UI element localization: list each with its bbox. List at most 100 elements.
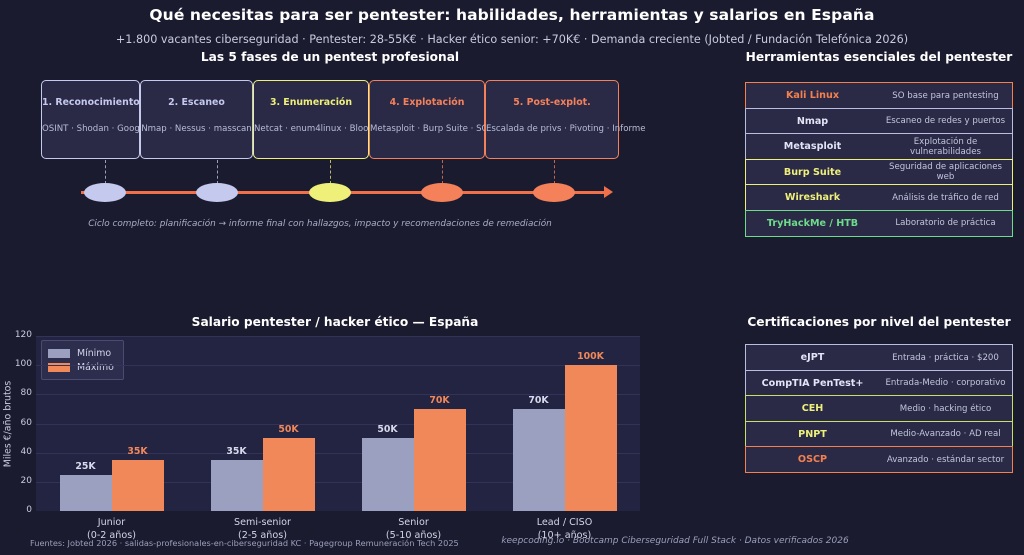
phase-name: 3. Enumeración <box>269 97 353 108</box>
cert-name: CompTIA PenTest+ <box>761 377 864 389</box>
bar-mínimo-2[interactable] <box>210 459 263 511</box>
table-row[interactable]: TryHackMe / HTB Laboratorio de práctica <box>745 209 1013 237</box>
timeline-marker-1[interactable] <box>84 183 126 202</box>
y-axis-tick: 40 <box>20 446 32 457</box>
phase-box-2[interactable]: 2. Escaneo Nmap · Nessus · masscan <box>140 80 253 159</box>
tools-table: Kali Linux SO base para pentesting Nmap Esc… <box>745 82 1013 237</box>
cert-name: eJPT <box>800 352 825 363</box>
phase-name: 2. Escaneo <box>168 97 225 108</box>
table-row[interactable]: CEH Medio · hacking ético <box>745 395 1013 422</box>
table-row[interactable]: Kali Linux SO base para pentesting <box>745 82 1013 109</box>
cert-description: Entrada · práctica · $200 <box>892 352 999 363</box>
table-row[interactable]: Wireshark Análisis de tráfico de red <box>745 184 1013 211</box>
cert-description: Medio · hacking ético <box>899 403 992 414</box>
legend-swatch <box>48 362 70 372</box>
table-row[interactable]: eJPT Entrada · práctica · $200 <box>745 344 1013 371</box>
timeline-tick <box>105 160 106 184</box>
y-axis-tick: 100 <box>14 359 32 370</box>
table-row[interactable]: OSCP Avanzado · estándar sector <box>745 446 1013 473</box>
bar-value-label: 70K <box>528 394 549 406</box>
cert-name: CEH <box>801 403 824 414</box>
page-title: Qué necesitas para ser pentester: habili… <box>149 6 875 24</box>
bar-value-label: 100K <box>577 351 604 363</box>
x-axis-tick-line: (5-10 años) <box>385 530 442 541</box>
tool-name: TryHackMe / HTB <box>766 217 859 229</box>
pentest-phases: 1. Reconocimiento OSINT · Shodan · Google… <box>41 80 646 159</box>
gridline <box>36 394 640 396</box>
cert-description: Medio-Avanzado · AD real <box>890 429 1001 439</box>
phase-box-4[interactable]: 4. Explotación Metasploit · Burp Suite · … <box>369 80 513 159</box>
x-axis-tick-line: (2-5 años) <box>237 530 288 541</box>
tool-description: Seguridad de aplicaciones web <box>888 162 1002 182</box>
gridline <box>36 365 640 367</box>
x-axis-tick-line: (0-2 años) <box>86 530 137 541</box>
bar-mínimo-3[interactable] <box>361 438 414 511</box>
timeline-marker-3[interactable] <box>309 183 351 202</box>
phase-description: Nmap · Nessus · masscan <box>141 124 252 134</box>
cert-name: PNPT <box>798 428 827 440</box>
table-row[interactable]: CompTIA PenTest+ Entrada-Medio · corporat… <box>745 369 1013 397</box>
timeline-arrow-icon <box>604 186 613 198</box>
phase-box-1[interactable]: 1. Reconocimiento OSINT · Shodan · Google… <box>41 80 202 159</box>
certs-heading: Certificaciones por nivel del pentester <box>747 315 1011 329</box>
y-axis-tick: 80 <box>20 388 32 399</box>
phase-box-3[interactable]: 3. Enumeración Netcat · enum4linux · Bloo… <box>253 80 402 159</box>
timeline-tick <box>442 160 443 184</box>
phase-description: OSINT · Shodan · Google Dorks · DNS <box>42 124 202 134</box>
bar-máximo-1[interactable] <box>111 459 164 511</box>
bar-máximo-2[interactable] <box>262 438 315 511</box>
gridline <box>36 336 640 337</box>
cert-name: OSCP <box>797 454 828 465</box>
tool-description: Explotación de vulnerabilidades <box>909 136 981 157</box>
certs-table: eJPT Entrada · práctica · $200 CompTIA Pen… <box>745 344 1013 473</box>
bar-value-label: 50K <box>278 424 299 436</box>
timeline-tick <box>554 160 555 184</box>
tool-name: Metasploit <box>783 141 842 152</box>
timeline-marker-2[interactable] <box>196 183 238 202</box>
bar-value-label: 50K <box>377 424 398 436</box>
x-axis-tick-line: Lead / CISO <box>536 517 593 528</box>
chart-title: Salario pentester / hacker ético — Españ… <box>191 315 479 329</box>
phase-box-5[interactable]: 5. Post-explot. Escalada de privs · Pivot… <box>485 80 646 159</box>
gridline <box>36 423 640 425</box>
bar-máximo-3[interactable] <box>413 408 466 511</box>
x-axis-tick-line: Semi-senior <box>234 517 291 528</box>
bar-value-label: 35K <box>226 445 247 457</box>
y-axis-tick: 120 <box>14 330 32 340</box>
legend-item[interactable]: Mínimo <box>48 346 114 360</box>
legend-label: Mínimo <box>77 347 112 359</box>
timeline-marker-4[interactable] <box>421 183 463 202</box>
phase-description: Escalada de privs · Pivoting · Informe <box>486 124 646 134</box>
table-row[interactable]: PNPT Medio-Avanzado · AD real <box>745 420 1013 448</box>
phases-heading: Las 5 fases de un pentest profesional <box>200 50 460 64</box>
tool-name: Nmap <box>796 115 829 127</box>
phase-name: 5. Post-explot. <box>513 97 591 108</box>
footer-brand: keepcoding.io · Bootcamp Ciberseguridad … <box>501 536 849 546</box>
x-axis-tick: Semi-senior (2-5 años) <box>188 516 338 542</box>
salary-chart: Miles €/año brutos Mínimo Máximo 0 20 40 60 8… <box>3 330 640 541</box>
tool-description: SO base para pentesting <box>892 90 999 101</box>
bar-mínimo-4[interactable] <box>512 408 565 511</box>
bar-mínimo-1[interactable] <box>59 474 112 511</box>
table-row[interactable]: Nmap Escaneo de redes y puertos <box>745 107 1013 135</box>
phase-description: Metasploit · Burp Suite · SQLmap <box>370 124 513 134</box>
timeline-marker-5[interactable] <box>533 183 575 202</box>
gridline <box>36 452 640 454</box>
legend-item[interactable]: Máximo <box>48 360 114 374</box>
table-row[interactable]: Metasploit Explotación de vulnerabilidade… <box>745 133 1013 160</box>
cycle-note: Ciclo completo: planificación → informe … <box>88 219 552 229</box>
table-row[interactable]: Burp Suite Seguridad de aplicaciones web <box>745 158 1013 186</box>
tool-name: Burp Suite <box>783 166 842 178</box>
legend-label: Máximo <box>77 361 114 373</box>
x-axis-tick-line: Junior <box>97 517 126 528</box>
cert-description: Entrada-Medio · corporativo <box>885 378 1006 388</box>
x-axis-tick: Senior (5-10 años) <box>339 516 489 542</box>
timeline-tick <box>330 160 331 184</box>
x-axis-tick: Junior (0-2 años) <box>37 516 187 542</box>
tool-name: Wireshark <box>784 192 841 203</box>
bar-value-label: 70K <box>429 394 450 406</box>
pentest-timeline <box>41 160 624 220</box>
bar-máximo-4[interactable] <box>564 365 617 511</box>
tool-description: Escaneo de redes y puertos <box>885 116 1006 126</box>
